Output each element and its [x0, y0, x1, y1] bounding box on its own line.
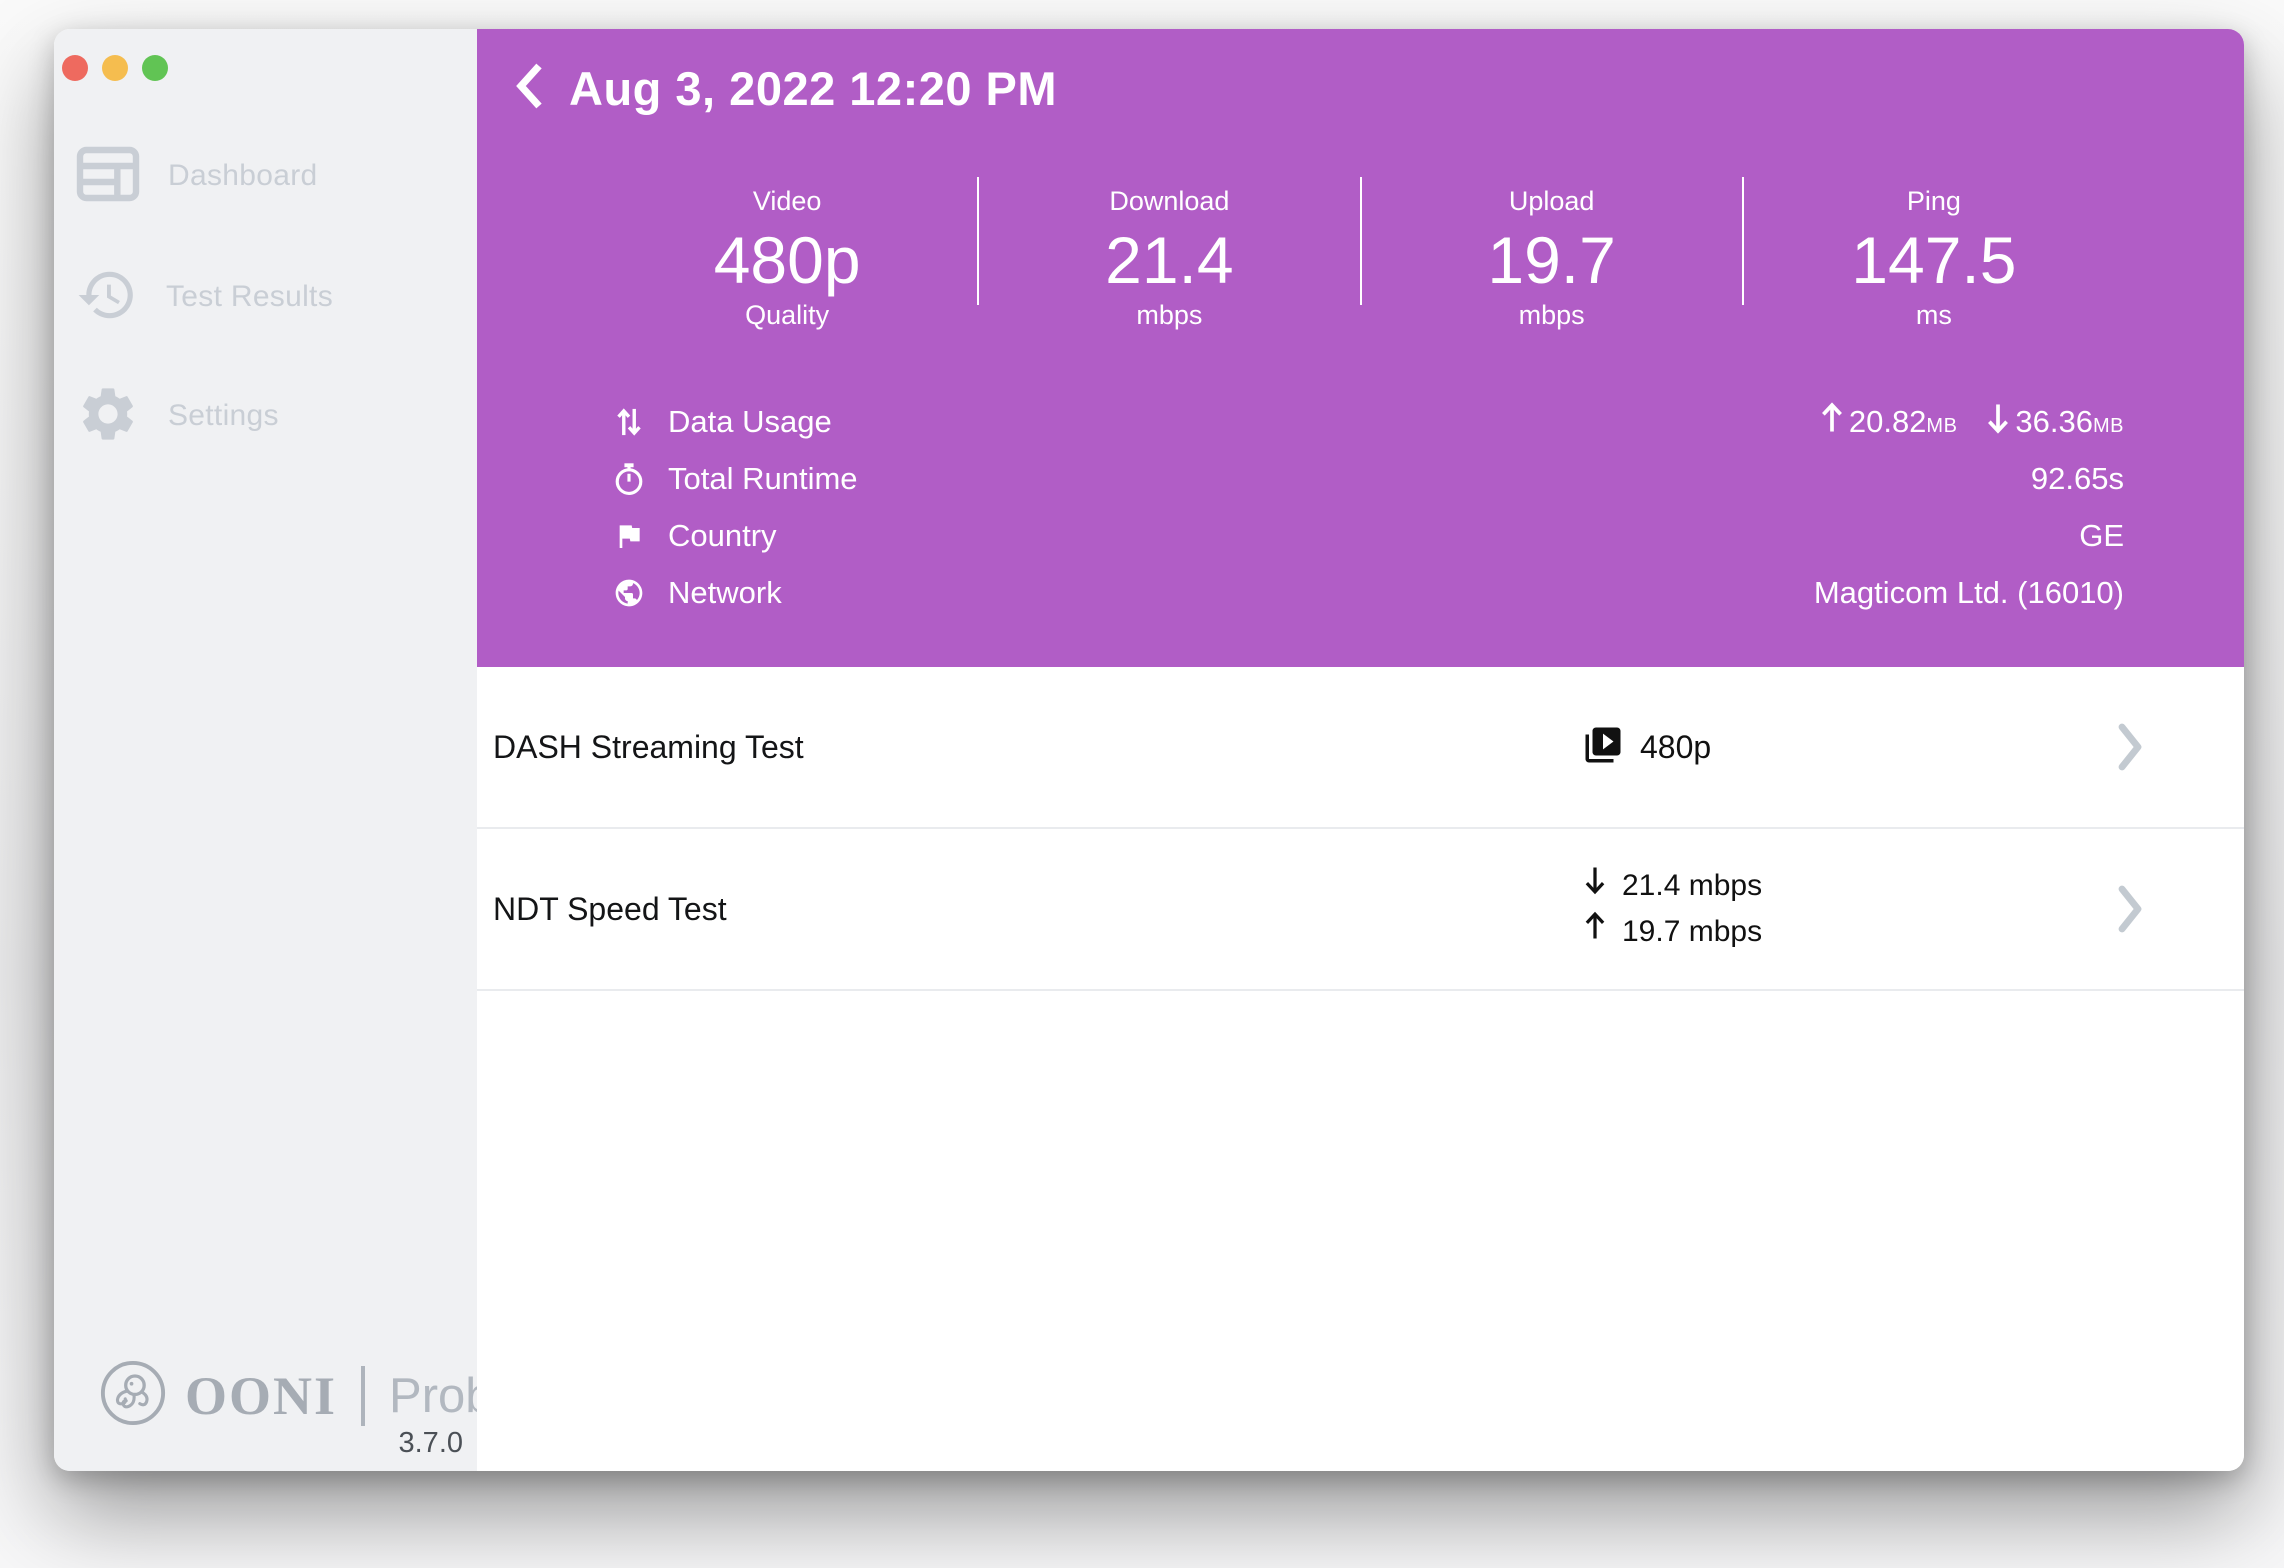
sidebar-item-test-results[interactable]: Test Results [76, 256, 333, 338]
test-result: 480p [1582, 667, 1711, 827]
sidebar-item-label: Test Results [166, 280, 333, 313]
sidebar-item-label: Dashboard [168, 159, 318, 192]
stat-unit: mbps [1518, 300, 1585, 330]
history-icon [76, 264, 138, 331]
sidebar-item-dashboard[interactable]: Dashboard [76, 135, 317, 217]
detail-row-runtime: Total Runtime 92.65s [612, 450, 2124, 507]
stat-separator [1741, 177, 1744, 305]
detail-label: Data Usage [668, 403, 832, 439]
stat-value: 147.5 [1851, 223, 2017, 297]
maximize-window-button[interactable] [142, 55, 168, 81]
runtime-value: 92.65s [2030, 460, 2124, 496]
detail-label: Network [668, 574, 782, 610]
country-value: GE [2079, 517, 2124, 553]
data-usage-values: 20.82 MB 36.36 MB [1819, 401, 2124, 442]
flag-icon [612, 519, 646, 553]
result-details: Data Usage 20.82 MB 36.36 MB [612, 393, 2124, 621]
stat-value: 480p [713, 223, 861, 297]
detail-label: Country [668, 517, 777, 553]
stat-download: Download 21.4 mbps [979, 185, 1359, 331]
upload-arrow-icon [1819, 401, 1849, 442]
detail-row-country: Country GE [612, 507, 2124, 564]
brand-divider [361, 1365, 366, 1426]
page-title: Aug 3, 2022 12:20 PM [569, 62, 1058, 115]
test-result: 21.4 mbps 19.7 mbps [1582, 829, 1762, 989]
ndt-download-value: 21.4 mbps [1622, 869, 1763, 902]
measurement-list: DASH Streaming Test 480p NDT Spee [477, 667, 2244, 991]
stat-separator [1359, 177, 1362, 305]
window-controls [62, 55, 168, 81]
video-library-icon [1582, 724, 1624, 771]
sidebar-item-label: Settings [168, 399, 279, 432]
stat-label: Upload [1508, 186, 1595, 216]
chevron-right-icon [2116, 829, 2144, 989]
brand-ooni: OONI [185, 1365, 338, 1426]
dash-quality-value: 480p [1640, 728, 1712, 765]
network-value: Magticom Ltd. (16010) [1813, 574, 2124, 610]
stats-row: Video 480p Quality Download 21.4 mbps Up… [597, 177, 2124, 331]
close-window-button[interactable] [62, 55, 88, 81]
upload-arrow-icon [1582, 910, 1608, 954]
stat-upload: Upload 19.7 mbps [1362, 185, 1742, 331]
download-arrow-icon [1985, 402, 2015, 442]
stat-label: Video [752, 186, 822, 216]
stat-value: 19.7 [1487, 223, 1616, 297]
stat-separator [977, 177, 980, 305]
test-name: DASH Streaming Test [493, 728, 804, 765]
data-usage-icon [612, 405, 646, 439]
test-row-ndt-speed[interactable]: NDT Speed Test 21.4 mbps 19.7 mbps [477, 829, 2244, 991]
test-name: NDT Speed Test [493, 890, 727, 927]
data-usage-up: 20.82 [1848, 403, 1927, 439]
ooni-probe-logo: OONI Probe [99, 1359, 520, 1432]
ndt-upload-value: 19.7 mbps [1622, 915, 1763, 948]
stopwatch-icon [612, 462, 646, 496]
stat-ping: Ping 147.5 ms [1744, 185, 2124, 331]
detail-row-data-usage: Data Usage 20.82 MB 36.36 MB [612, 393, 2124, 450]
data-usage-up-unit: MB [1926, 414, 1958, 437]
octopus-icon [99, 1359, 167, 1432]
chevron-right-icon [2116, 667, 2144, 827]
stat-unit: mbps [1136, 300, 1203, 330]
download-arrow-icon [1582, 864, 1608, 908]
data-usage-down-unit: MB [2093, 414, 2124, 437]
title-row: Aug 3, 2022 12:20 PM [513, 61, 1057, 116]
detail-label: Total Runtime [668, 460, 858, 496]
globe-icon [612, 576, 646, 610]
stat-label: Download [1109, 186, 1230, 216]
stat-unit: ms [1915, 300, 1952, 330]
sidebar: Dashboard Test Results Settings [54, 29, 520, 1471]
test-row-dash-streaming[interactable]: DASH Streaming Test 480p [477, 667, 2244, 829]
app-version: 3.7.0 [398, 1427, 464, 1459]
back-chevron-icon[interactable] [513, 62, 545, 115]
stat-video: Video 480p Quality [597, 185, 977, 331]
app-window: Dashboard Test Results Settings [54, 29, 2244, 1471]
stat-value: 21.4 [1105, 223, 1234, 297]
detail-row-network: Network Magticom Ltd. (16010) [612, 564, 2124, 621]
stat-unit: Quality [745, 300, 830, 330]
gear-icon [76, 382, 140, 451]
sidebar-item-settings[interactable]: Settings [76, 375, 279, 457]
main-content: Aug 3, 2022 12:20 PM Video 480p Quality … [477, 29, 2244, 1471]
minimize-window-button[interactable] [102, 55, 128, 81]
stat-label: Ping [1906, 186, 1961, 216]
result-summary-header: Aug 3, 2022 12:20 PM Video 480p Quality … [477, 29, 2244, 667]
dashboard-icon [76, 146, 140, 207]
data-usage-down: 36.36 [2015, 403, 2093, 439]
